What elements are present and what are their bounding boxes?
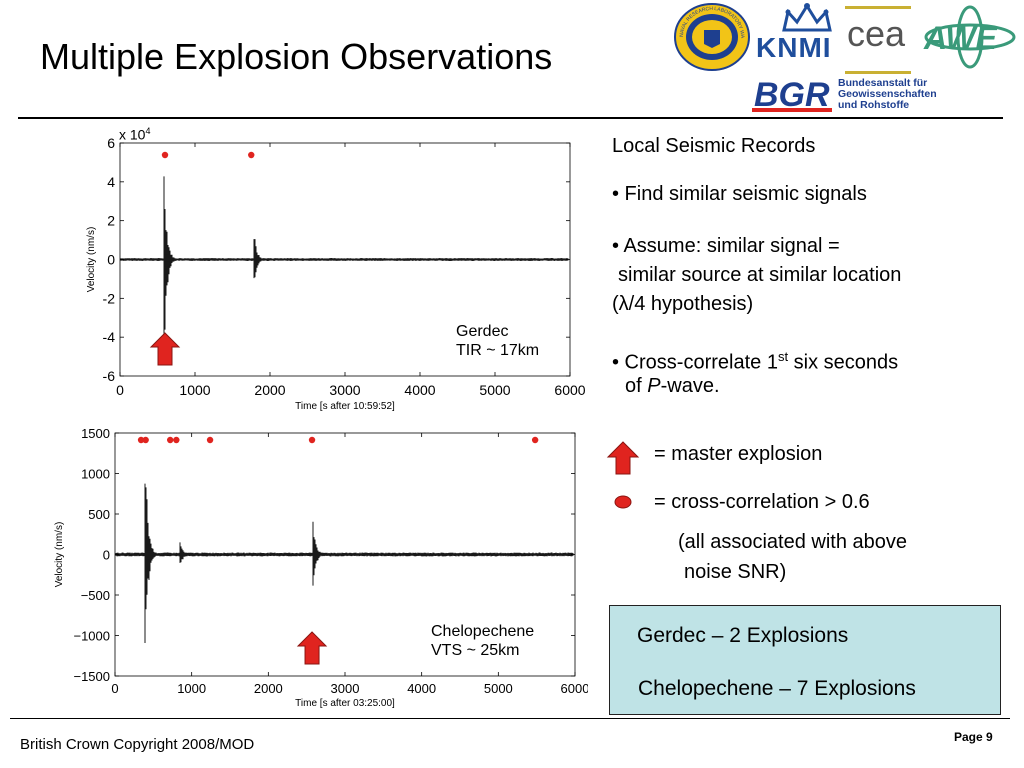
cea-logo: cea	[845, 6, 911, 74]
summary-chelopechene: Chelopechene – 7 Explosions	[638, 677, 916, 700]
bullet-find-signals: • Find similar seismic signals	[612, 183, 867, 205]
x-tick-label: 6000	[561, 681, 588, 696]
legend-red-arrow-icon	[606, 441, 640, 475]
y-tick-label: −500	[81, 588, 110, 603]
master-explosion-arrow	[296, 631, 328, 665]
x-tick-label: 5000	[479, 382, 510, 398]
y-tick-label: -6	[103, 368, 116, 384]
x-tick-label: 2000	[254, 681, 283, 696]
bullet-cross-correlate-line1: • Cross-correlate 1st six seconds	[612, 349, 899, 374]
bottom-divider	[10, 718, 1010, 719]
page-number: Page 9	[954, 730, 993, 744]
y-axis-label: Velocity (nm/s)	[86, 227, 97, 293]
legend-note-line1: (all associated with above	[678, 531, 908, 553]
awe-logo: AWE	[924, 20, 997, 56]
correlation-marker	[137, 436, 145, 444]
correlation-marker	[531, 436, 539, 444]
y-tick-label: −1000	[73, 629, 110, 644]
knmi-logo: KNMI	[756, 32, 832, 63]
x-axis-label: Time [s after 10:59:52]	[295, 401, 395, 412]
heading-local-seismic: Local Seismic Records	[612, 135, 816, 157]
x-tick-label: 3000	[329, 382, 360, 398]
y-tick-label: -2	[103, 290, 116, 306]
bgr-logo-text: BGR	[754, 76, 830, 114]
bullet-assume-line2: similar source at similar location	[618, 264, 902, 286]
y-tick-label: -4	[103, 329, 116, 345]
correlation-marker	[142, 436, 149, 444]
x-tick-label: 1000	[179, 382, 210, 398]
copyright-footer: British Crown Copyright 2008/MOD	[20, 736, 255, 753]
x-tick-label: 5000	[484, 681, 513, 696]
legend-note-line2: noise SNR)	[684, 561, 787, 583]
correlation-marker	[167, 436, 174, 444]
y-tick-label: 1000	[81, 467, 110, 482]
x-tick-label: 0	[111, 681, 118, 696]
slide-title: Multiple Explosion Observations	[40, 36, 553, 77]
summary-gerdec: Gerdec – 2 Explosions	[637, 624, 849, 647]
bullet-cross-correlate-line2: of P-wave.	[625, 375, 720, 397]
gerdec-location-label: Gerdec TIR ~ 17km	[456, 323, 540, 359]
correlation-marker	[248, 151, 255, 159]
chelopechene-seismogram-chart: 0 1000 2000 3000 4000 5000 6000 −1500 −1000 −500 0…	[54, 426, 588, 709]
y-tick-label: 2	[107, 213, 115, 229]
legend-red-dot-icon	[614, 495, 632, 509]
bullet-assume-line3: (λ/4 hypothesis)	[612, 293, 754, 315]
chelopechene-location-label: Chelopechene VTS ~ 25km	[431, 623, 535, 659]
seismic-trace	[115, 483, 574, 643]
bullet-assume-line1: • Assume: similar signal =	[612, 235, 840, 257]
legend-master-explosion: = master explosion	[654, 443, 823, 465]
correlation-marker	[173, 436, 180, 444]
y-tick-label: 0	[107, 252, 115, 268]
knmi-crown-icon	[782, 3, 832, 32]
bgr-full-name: Bundesanstalt für Geowissenschaften und …	[838, 77, 937, 111]
y-tick-label: 6	[107, 135, 115, 151]
x-axis-label: Time [s after 03:25:00]	[295, 698, 395, 709]
x-tick-label: 3000	[331, 681, 360, 696]
bgr-logo: BGR	[752, 76, 832, 114]
correlation-marker	[161, 151, 169, 159]
legend-cross-correlation: = cross-correlation > 0.6	[654, 491, 870, 513]
y-tick-label: 4	[107, 174, 115, 190]
x-tick-label: 6000	[554, 382, 585, 398]
x-tick-label: 2000	[254, 382, 285, 398]
seismic-trace	[120, 176, 569, 345]
y-tick-label: 1500	[81, 426, 110, 441]
correlation-marker	[308, 436, 316, 444]
y-tick-label: −1500	[73, 669, 110, 684]
x-tick-label: 1000	[177, 681, 206, 696]
top-divider	[18, 117, 1003, 119]
correlation-marker	[206, 436, 214, 444]
y-axis-label: Velocity (nm/s)	[54, 522, 65, 588]
x-tick-label: 4000	[404, 382, 435, 398]
summary-box: Gerdec – 2 Explosions Chelopechene – 7 E…	[609, 605, 1001, 715]
cea-logo-text: cea	[847, 13, 906, 54]
y-tick-label: 500	[88, 507, 110, 522]
x-tick-label: 4000	[407, 681, 436, 696]
gerdec-scale-label: x 104	[119, 126, 151, 143]
gerdec-seismogram-chart: 0 1000 2000 3000 4000 5000 6000 -6 -4 -2 0 2 4 6 Time …	[86, 135, 586, 412]
y-tick-label: 0	[103, 548, 110, 563]
x-tick-label: 0	[116, 382, 124, 398]
awe-atom-icon	[924, 5, 1016, 69]
master-explosion-arrow	[149, 332, 181, 366]
nrl-seal-logo: NAVAL RESEARCH LABORATORY WASHINGTON DC	[673, 2, 750, 71]
